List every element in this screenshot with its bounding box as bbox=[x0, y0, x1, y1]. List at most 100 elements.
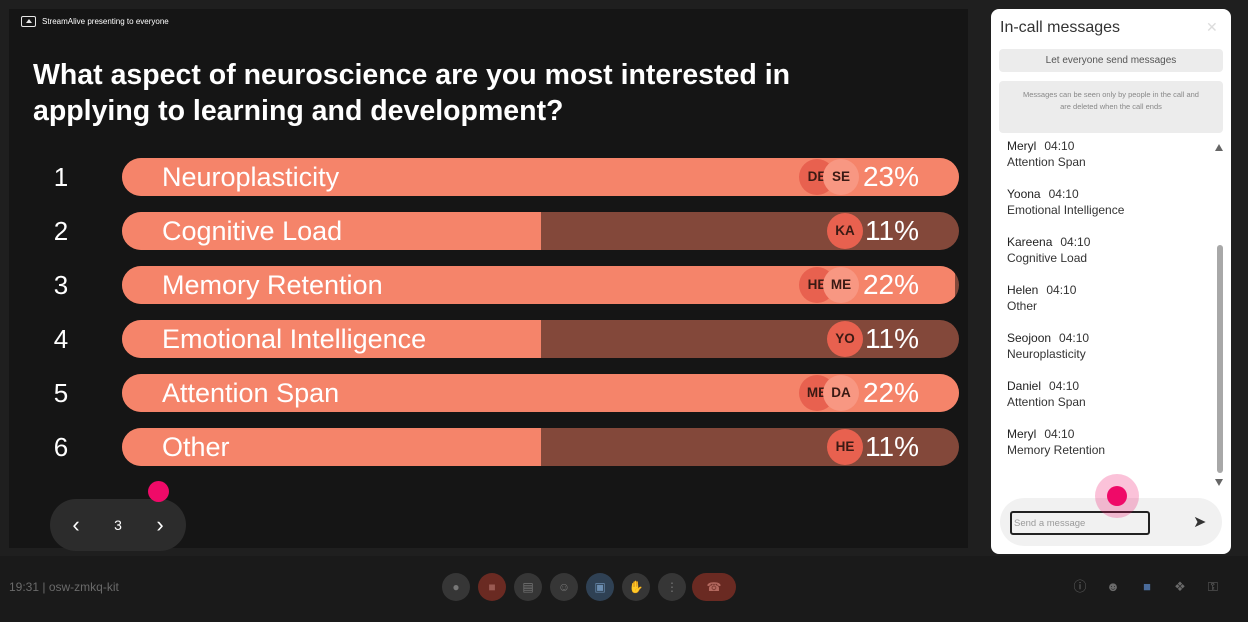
poll-option-label: Cognitive Load bbox=[162, 216, 343, 246]
voter-avatar: SE bbox=[823, 159, 859, 195]
voter-avatar: ME bbox=[823, 267, 859, 303]
meeting-info: 19:31 | osw-zmkq-kit bbox=[9, 580, 119, 594]
voter-avatars: KA bbox=[122, 213, 959, 249]
poll-option-label: Attention Span bbox=[162, 378, 340, 408]
poll-option-number: 4 bbox=[53, 324, 69, 354]
poll-option-percent: 23% bbox=[862, 161, 919, 192]
send-messages-toggle[interactable]: Let everyone send messages bbox=[999, 49, 1223, 72]
present-screen-icon bbox=[21, 16, 36, 27]
people-icon[interactable]: ☻ bbox=[1106, 579, 1120, 594]
poll-option-label: Emotional Intelligence bbox=[162, 324, 427, 354]
message-text: Other bbox=[1007, 299, 1038, 313]
sender-name: Daniel bbox=[1007, 379, 1042, 393]
message-time: 04:10 bbox=[1044, 427, 1075, 441]
host-controls-icon[interactable]: ⚿ bbox=[1208, 579, 1218, 594]
end-call-icon[interactable]: ☎ bbox=[692, 573, 736, 601]
poll-bar-fill bbox=[122, 212, 541, 250]
poll-option-number: 1 bbox=[53, 162, 69, 192]
message-time: 04:10 bbox=[1044, 139, 1075, 153]
close-icon[interactable]: ✕ bbox=[1206, 19, 1218, 35]
captions-icon[interactable]: ▤ bbox=[514, 573, 542, 601]
info-icon[interactable]: ⓘ bbox=[1073, 579, 1087, 594]
list-item: Meryl 04:10 Attention Span bbox=[1007, 138, 1207, 186]
voter-avatars: HE bbox=[122, 429, 959, 465]
poll-option-label: Other bbox=[162, 432, 230, 462]
more-options-icon[interactable]: ⋮ bbox=[658, 573, 686, 601]
pointer-dot bbox=[1107, 486, 1127, 506]
poll-option-percent: 22% bbox=[862, 377, 919, 408]
poll-option-label: Memory Retention bbox=[162, 270, 383, 300]
sender-name: Yoona bbox=[1007, 187, 1041, 201]
poll-option-label: Neuroplasticity bbox=[162, 162, 340, 192]
voter-avatar: KA bbox=[827, 213, 863, 249]
voter-avatars: ME DA bbox=[122, 375, 959, 411]
sender-name: Meryl bbox=[1007, 139, 1037, 153]
voter-avatars: YO bbox=[122, 321, 959, 357]
message-time: 04:10 bbox=[1046, 283, 1077, 297]
presentation-stage: StreamAlive presenting to everyone What … bbox=[9, 9, 968, 551]
voter-avatar: YO bbox=[827, 321, 863, 357]
poll-option-percent: 11% bbox=[865, 431, 919, 462]
message-text: Memory Retention bbox=[1007, 443, 1106, 457]
present-icon[interactable]: ▣ bbox=[586, 573, 614, 601]
presenting-text: StreamAlive presenting to everyone bbox=[42, 17, 169, 26]
poll-row: 5 Attention Span ME DA 22% bbox=[9, 374, 968, 412]
poll-bar: Attention Span ME DA 22% bbox=[122, 374, 959, 412]
message-time: 04:10 bbox=[1060, 235, 1091, 249]
list-item: Yoona 04:10 Emotional Intelligence bbox=[1007, 186, 1207, 234]
list-item: Daniel 04:10 Attention Span bbox=[1007, 378, 1207, 426]
chat-info-notice: Messages can be seen only by people in t… bbox=[999, 81, 1223, 133]
emoji-icon[interactable]: ☺ bbox=[550, 573, 578, 601]
raise-hand-icon[interactable]: ✋ bbox=[622, 573, 650, 601]
sender-name: Kareena bbox=[1007, 235, 1053, 249]
poll-row: 4 Emotional Intelligence YO 11% bbox=[9, 320, 968, 358]
message-input[interactable] bbox=[1010, 511, 1150, 535]
poll-bar: Cognitive Load KA 11% bbox=[122, 212, 959, 250]
voter-avatars: HE ME bbox=[122, 267, 959, 303]
scrollbar-thumb[interactable] bbox=[1217, 245, 1223, 473]
poll-option-percent: 11% bbox=[865, 215, 919, 246]
send-icon[interactable]: ➤ bbox=[1193, 514, 1207, 531]
chevron-left-icon[interactable]: ‹ bbox=[72, 512, 80, 537]
message-header: Yoona 04:10 bbox=[1007, 186, 1207, 202]
poll-option-number: 6 bbox=[53, 432, 69, 462]
poll-bar: Emotional Intelligence YO 11% bbox=[122, 320, 959, 358]
message-composer: ➤ bbox=[1000, 498, 1222, 546]
sender-name: Helen bbox=[1007, 283, 1039, 297]
scroll-down-icon[interactable] bbox=[1215, 479, 1223, 486]
slide-pager: ‹ 3 › bbox=[50, 499, 186, 551]
message-list: Meryl 04:10 Attention Span Yoona 04:10 Emotio… bbox=[1007, 138, 1207, 474]
voter-avatar: DA bbox=[823, 375, 859, 411]
chevron-right-icon[interactable]: › bbox=[156, 512, 164, 537]
activities-icon[interactable]: ❖ bbox=[1174, 579, 1186, 594]
list-item: Kareena 04:10 Cognitive Load bbox=[1007, 234, 1207, 282]
microphone-icon[interactable]: ● bbox=[442, 573, 470, 601]
page-number: 3 bbox=[114, 517, 122, 533]
message-header: Meryl 04:10 bbox=[1007, 138, 1207, 154]
poll-option-number: 5 bbox=[53, 378, 69, 408]
poll-bar: Other HE 11% bbox=[122, 428, 959, 466]
message-time: 04:10 bbox=[1048, 187, 1079, 201]
call-controls-bar: 19:31 | osw-zmkq-kit ● ■ ▤ ☺ ▣ ✋ ⋮ ☎ ⓘ ☻… bbox=[0, 556, 1248, 622]
camera-off-icon[interactable]: ■ bbox=[478, 573, 506, 601]
message-header: Helen 04:10 bbox=[1007, 282, 1207, 298]
poll-option-percent: 11% bbox=[865, 323, 919, 354]
chat-icon[interactable]: ■ bbox=[1143, 579, 1151, 594]
poll-option-percent: 22% bbox=[862, 269, 919, 300]
poll-row: 2 Cognitive Load KA 11% bbox=[9, 212, 968, 250]
pointer-dot bbox=[148, 481, 169, 502]
poll-option-number: 3 bbox=[53, 270, 69, 300]
message-text: Cognitive Load bbox=[1007, 251, 1088, 265]
list-item: Helen 04:10 Other bbox=[1007, 282, 1207, 330]
poll-row: 1 Neuroplasticity DE SE 23% bbox=[9, 158, 968, 196]
voter-avatar: HE bbox=[827, 429, 863, 465]
chat-panel: In-call messages ✕ Let everyone send mes… bbox=[991, 9, 1231, 554]
message-text: Attention Span bbox=[1007, 395, 1086, 409]
message-time: 04:10 bbox=[1059, 331, 1090, 345]
message-text: Neuroplasticity bbox=[1007, 347, 1086, 361]
poll-option-number: 2 bbox=[53, 216, 69, 246]
message-header: Meryl 04:10 bbox=[1007, 426, 1207, 442]
voter-avatars: DE SE bbox=[122, 159, 959, 195]
scroll-up-icon[interactable] bbox=[1215, 144, 1223, 151]
list-item: Seojoon 04:10 Neuroplasticity bbox=[1007, 330, 1207, 378]
